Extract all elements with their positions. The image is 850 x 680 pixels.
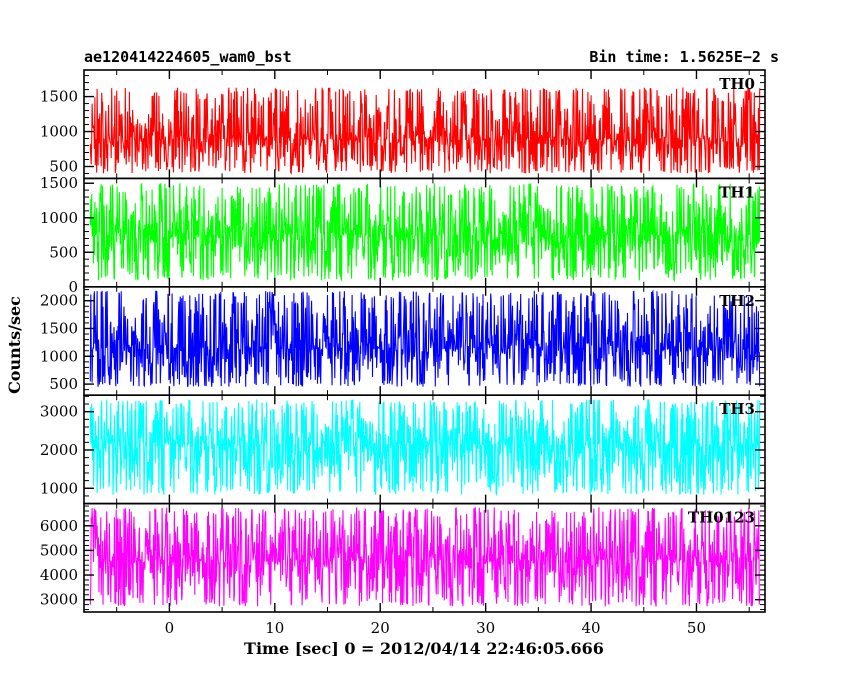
series-line-th0123 [89,506,761,607]
series-line-th0 [89,87,761,176]
y-tick-label: 500 [49,375,78,393]
x-tick-label: 50 [687,619,706,637]
x-tick-label: 10 [265,619,284,637]
y-tick-label: 2000 [40,441,78,459]
y-tick-label: 3000 [40,403,78,421]
y-tick-label: 6000 [40,517,78,535]
y-tick-label: 5000 [40,541,78,559]
y-tick-label: 3000 [40,591,78,609]
y-tick-label: 1000 [40,209,78,227]
y-axis-title: Counts/sec [5,296,24,394]
panel-th0: 500 1000 1500 TH0 [40,69,766,180]
y-tick-label: 1500 [40,174,78,192]
bin-time-label: Bin time: 1.5625E−2 s [589,48,779,66]
panel-th1: 0 500 1000 1500 TH1 [40,174,766,296]
panel-label-th1: TH1 [719,183,755,201]
y-tick-label: 1000 [40,479,78,497]
panel-th3: 1000 2000 3000 TH3 [40,394,766,505]
panel-label-th0123: TH0123 [688,509,755,527]
y-tick-label: 500 [49,243,78,261]
panel-th0123: 3000 4000 5000 6000 TH0123 [40,502,766,613]
panel-frame [83,502,766,613]
series-line-th1 [89,182,761,283]
y-tick-label: 1500 [40,319,78,337]
panel-th2: 500 1000 1500 2000 TH2 [40,285,766,396]
y-tick-label: 2000 [40,292,78,310]
series-line-th3 [89,399,761,497]
x-axis-title: Time [sec] 0 = 2012/04/14 22:46:05.666 [244,639,604,658]
plot-title: ae120414224605_wam0_bst [84,48,292,66]
y-tick-label: 1000 [40,347,78,365]
x-tick-label: 20 [371,619,390,637]
series-line-th2 [89,289,761,388]
x-tick-label: 40 [582,619,601,637]
panels-group: 50010001500TH0050010001500TH150010001500… [40,69,766,637]
y-tick-label: 1500 [40,88,78,106]
x-tick-label: 0 [165,619,175,637]
y-tick-label: 500 [49,158,78,176]
y-tick-label: 0 [68,278,78,296]
x-tick-label: 30 [476,619,495,637]
y-tick-label: 1000 [40,123,78,141]
panel-label-th0: TH0 [719,75,755,93]
panel-label-th2: TH2 [719,292,755,310]
panel-label-th3: TH3 [719,400,755,418]
y-tick-label: 4000 [40,566,78,584]
